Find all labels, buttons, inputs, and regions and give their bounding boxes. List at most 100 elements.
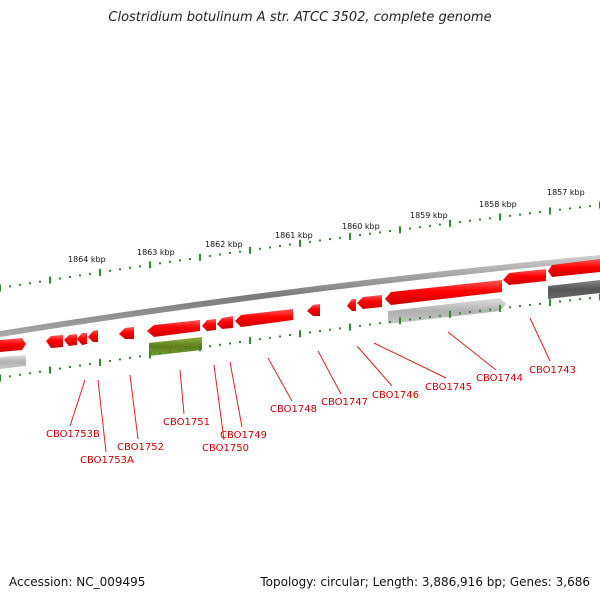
kbp-label-1860: 1860 kbp bbox=[342, 222, 380, 231]
scale-minor-tick bbox=[569, 299, 571, 302]
scale-minor-tick bbox=[129, 356, 131, 359]
scale-minor-tick bbox=[269, 336, 271, 339]
gene-label-cbo1749: CBO1749 bbox=[220, 430, 267, 441]
scale-major-tick bbox=[549, 207, 551, 215]
scale-minor-tick bbox=[369, 232, 371, 235]
kbp-label-1864: 1864 kbp bbox=[68, 255, 106, 264]
scale-major-tick bbox=[549, 299, 551, 307]
scale-minor-tick bbox=[79, 364, 81, 367]
scale-minor-tick bbox=[39, 370, 41, 373]
gene-labels: CBO1753B CBO1753A CBO1752 CBO1751 CBO175… bbox=[46, 365, 576, 466]
kbp-label-1857: 1857 kbp bbox=[547, 188, 585, 197]
scale-minor-tick bbox=[389, 230, 391, 233]
scale-minor-tick bbox=[279, 335, 281, 338]
scale-minor-tick bbox=[439, 223, 441, 226]
scale-minor-tick bbox=[309, 240, 311, 243]
scale-minor-tick bbox=[539, 211, 541, 214]
scale-major-tick bbox=[99, 358, 101, 366]
scale-minor-tick bbox=[109, 359, 111, 362]
kbp-label-1861: 1861 kbp bbox=[275, 231, 313, 240]
gene-arrow bbox=[217, 316, 233, 329]
scale-minor-tick bbox=[29, 282, 31, 285]
gene-arrow bbox=[548, 259, 600, 277]
scale-minor-tick bbox=[329, 238, 331, 241]
scale-minor-tick bbox=[89, 272, 91, 275]
gene-label-cbo1751: CBO1751 bbox=[163, 417, 210, 428]
scale-major-tick bbox=[199, 344, 201, 352]
scale-minor-tick bbox=[579, 206, 581, 209]
gene-label-cbo1748: CBO1748 bbox=[270, 404, 317, 415]
scale-minor-tick bbox=[379, 322, 381, 325]
gene-label-cbo1743: CBO1743 bbox=[529, 365, 576, 376]
gene-arrow bbox=[202, 319, 216, 331]
scale-minor-tick bbox=[359, 234, 361, 237]
genome-title: Clostridium botulinum A str. ATCC 3502, … bbox=[108, 10, 492, 25]
gene-label-cbo1745: CBO1745 bbox=[425, 382, 472, 393]
scale-minor-tick bbox=[219, 253, 221, 256]
scale-minor-tick bbox=[119, 358, 121, 361]
scale-minor-tick bbox=[489, 308, 491, 311]
scale-minor-tick bbox=[329, 328, 331, 331]
scale-minor-tick bbox=[89, 362, 91, 365]
scale-minor-tick bbox=[309, 331, 311, 334]
scale-major-tick bbox=[149, 261, 151, 269]
scale-minor-tick bbox=[469, 311, 471, 313]
gene-label-cbo1753b: CBO1753B bbox=[46, 429, 100, 440]
leader-line bbox=[179, 369, 185, 415]
scale-minor-tick bbox=[169, 260, 171, 263]
scale-minor-tick bbox=[259, 338, 261, 341]
gene-label-cbo1750: CBO1750 bbox=[202, 443, 249, 454]
scale-major-tick bbox=[49, 366, 51, 374]
gene-arrow bbox=[119, 327, 134, 339]
gene-arrow bbox=[307, 304, 320, 316]
scale-minor-tick bbox=[379, 231, 381, 234]
scale-minor-tick bbox=[179, 259, 181, 262]
leader-line bbox=[229, 361, 243, 428]
leader-line bbox=[129, 374, 139, 440]
gene-arrow bbox=[357, 295, 382, 309]
scale-minor-tick bbox=[429, 315, 431, 318]
scale-minor-tick bbox=[559, 300, 561, 303]
leader-line bbox=[373, 342, 447, 379]
scale-major-tick bbox=[99, 268, 101, 276]
kbp-label-1863: 1863 kbp bbox=[137, 248, 175, 257]
scale-minor-tick bbox=[19, 373, 21, 376]
scale-minor-tick bbox=[279, 245, 281, 247]
reverse-strand-genes bbox=[0, 280, 600, 369]
scale-minor-tick bbox=[359, 324, 361, 327]
scale-minor-tick bbox=[589, 297, 591, 300]
scale-minor-tick bbox=[109, 269, 111, 272]
rna-gene bbox=[149, 337, 202, 356]
scale-minor-tick bbox=[319, 239, 321, 242]
gene-arrow bbox=[0, 355, 26, 369]
scale-minor-tick bbox=[539, 302, 541, 305]
gene-label-cbo1744: CBO1744 bbox=[476, 373, 523, 384]
scale-major-tick bbox=[0, 284, 1, 292]
gene-arrow bbox=[548, 280, 600, 299]
gene-arrow bbox=[385, 280, 502, 305]
accession-text: Accession: NC_009495 bbox=[9, 575, 146, 589]
scale-minor-tick bbox=[489, 217, 491, 220]
scale-minor-tick bbox=[479, 218, 481, 221]
scale-minor-tick bbox=[229, 252, 231, 255]
scale-minor-tick bbox=[419, 317, 421, 320]
scale-major-tick bbox=[149, 351, 151, 359]
scale-minor-tick bbox=[589, 205, 591, 208]
scale-minor-tick bbox=[569, 207, 571, 210]
scale-minor-tick bbox=[59, 367, 61, 370]
leader-line bbox=[317, 350, 342, 395]
scale-minor-tick bbox=[139, 265, 141, 268]
topology-text: Topology: circular; Length: 3,886,916 bp… bbox=[260, 575, 590, 589]
scale-minor-tick bbox=[429, 224, 431, 227]
scale-major-tick bbox=[399, 226, 401, 234]
leader-line bbox=[529, 317, 551, 362]
scale-minor-tick bbox=[459, 221, 461, 223]
scale-minor-tick bbox=[389, 320, 391, 323]
leader-line bbox=[267, 357, 293, 402]
gene-label-cbo1753a: CBO1753A bbox=[80, 455, 134, 466]
gene-arrow bbox=[388, 298, 506, 324]
scale-minor-tick bbox=[339, 236, 341, 239]
scale-minor-tick bbox=[179, 349, 181, 352]
scale-minor-tick bbox=[259, 247, 261, 250]
